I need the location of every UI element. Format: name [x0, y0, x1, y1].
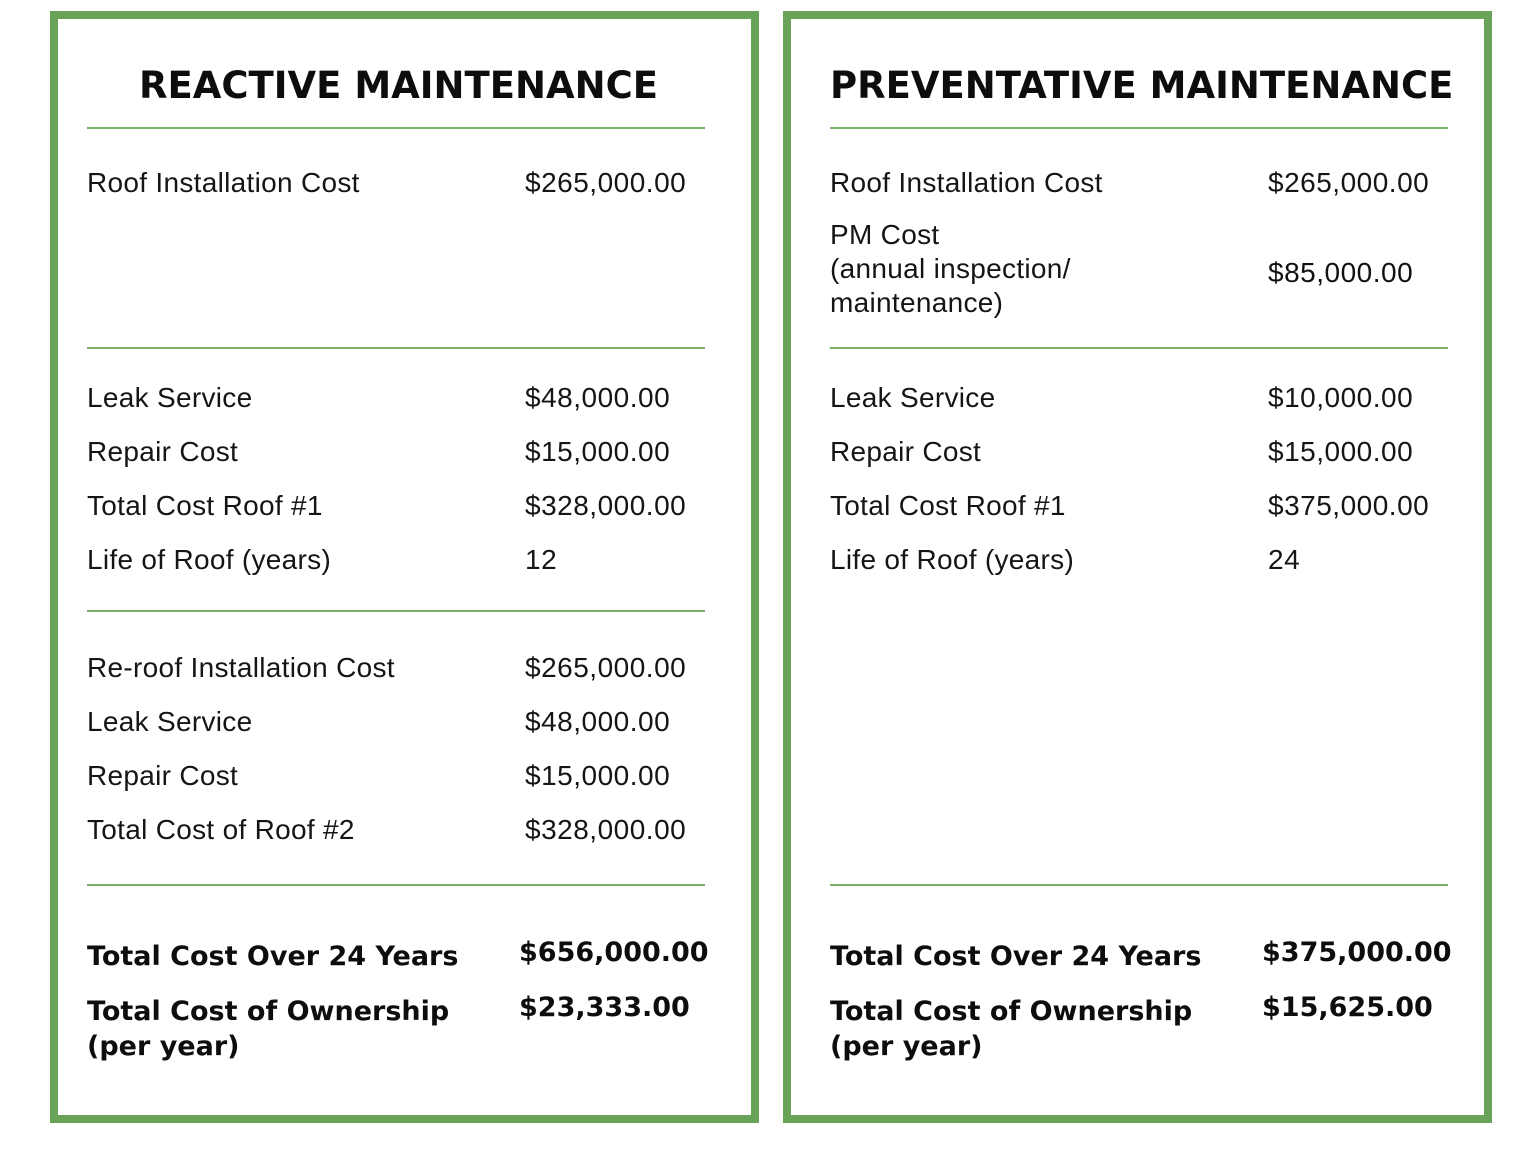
- row-label: Repair Cost: [830, 436, 982, 467]
- section-divider: [830, 347, 1448, 349]
- section-divider: [87, 884, 705, 886]
- row-label: Repair Cost: [87, 760, 239, 791]
- total-label: Total Cost Over 24 Years: [87, 941, 459, 972]
- row-value: 12: [525, 544, 558, 575]
- row-label: Repair Cost: [87, 436, 239, 467]
- row-value: $48,000.00: [525, 706, 671, 737]
- row-label: Leak Service: [87, 706, 253, 737]
- row-value: $265,000.00: [525, 167, 687, 198]
- reactive-panel-title: REACTIVE MAINTENANCE: [138, 64, 659, 107]
- total-label-line: Total Cost of Ownership: [830, 996, 1193, 1027]
- row-label: Re-roof Installation Cost: [87, 652, 395, 683]
- row-value: $265,000.00: [525, 652, 687, 683]
- section-divider: [87, 347, 705, 349]
- row-label: Total Cost of Roof #2: [87, 814, 355, 845]
- title-divider: [830, 127, 1448, 129]
- row-label: Life of Roof (years): [830, 544, 1075, 575]
- section-divider: [87, 610, 705, 612]
- row-value: $375,000.00: [1268, 490, 1430, 521]
- row-value: $10,000.00: [1268, 382, 1414, 413]
- row-label: Leak Service: [830, 382, 996, 413]
- row-value: $15,000.00: [1268, 436, 1414, 467]
- preventative-maintenance-panel: PREVENTATIVE MAINTENANCE Roof Installati…: [783, 11, 1492, 1123]
- total-label-line: (per year): [87, 1031, 240, 1062]
- preventative-panel-title: PREVENTATIVE MAINTENANCE: [830, 64, 1454, 107]
- total-label: Total Cost of Ownership (per year): [830, 994, 1192, 1064]
- total-value: $375,000.00: [1262, 937, 1452, 968]
- total-value: $656,000.00: [519, 937, 709, 968]
- total-label: Total Cost Over 24 Years: [830, 941, 1202, 972]
- row-value: $265,000.00: [1268, 167, 1430, 198]
- title-divider: [87, 127, 705, 129]
- total-label: Total Cost of Ownership (per year): [87, 994, 449, 1064]
- row-value: $328,000.00: [525, 814, 687, 845]
- total-label-line: Total Cost of Ownership: [87, 996, 450, 1027]
- row-value: 24: [1268, 544, 1301, 575]
- row-value: $15,000.00: [525, 436, 671, 467]
- section-divider: [830, 884, 1448, 886]
- row-label: Roof Installation Cost: [830, 167, 1103, 198]
- pm-cost-label-line: maintenance): [830, 287, 1004, 318]
- pm-cost-value: $85,000.00: [1268, 257, 1414, 288]
- row-value: $328,000.00: [525, 490, 687, 521]
- pm-cost-label: PM Cost (annual inspection/ maintenance): [830, 218, 1230, 320]
- pm-cost-label-line: (annual inspection/: [830, 253, 1071, 284]
- row-label: Total Cost Roof #1: [830, 490, 1066, 521]
- row-label: Life of Roof (years): [87, 544, 332, 575]
- row-value: $48,000.00: [525, 382, 671, 413]
- row-label: Total Cost Roof #1: [87, 490, 323, 521]
- row-label: Roof Installation Cost: [87, 167, 360, 198]
- row-value: $15,000.00: [525, 760, 671, 791]
- total-value: $23,333.00: [519, 992, 690, 1023]
- total-value: $15,625.00: [1262, 992, 1433, 1023]
- reactive-maintenance-panel: REACTIVE MAINTENANCE Roof Installation C…: [50, 11, 759, 1123]
- row-label: Leak Service: [87, 382, 253, 413]
- total-label-line: (per year): [830, 1031, 983, 1062]
- pm-cost-label-line: PM Cost: [830, 219, 940, 250]
